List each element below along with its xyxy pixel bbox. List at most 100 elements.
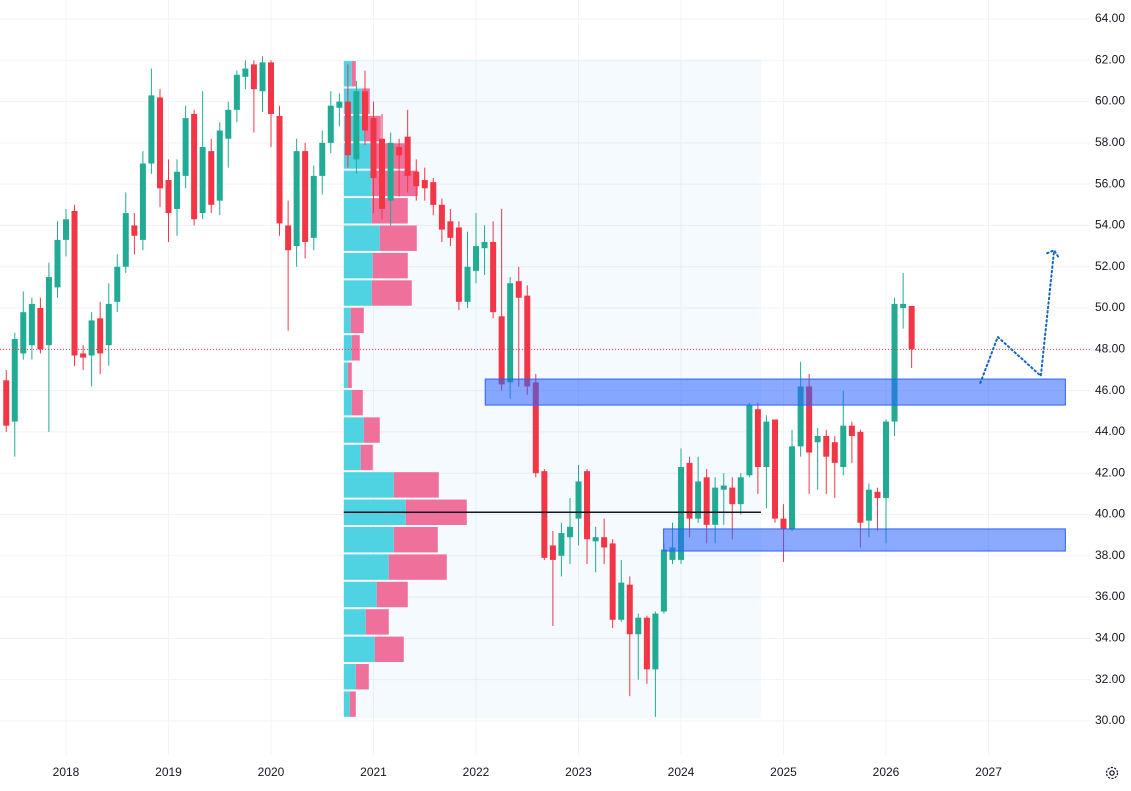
x-tick-label: 2027 [975, 765, 1002, 779]
candle-body [831, 442, 838, 463]
candle-body [695, 481, 702, 519]
candle-body [430, 182, 437, 205]
candle-body [524, 295, 531, 387]
settings-icon[interactable] [1105, 766, 1119, 780]
candle [3, 369, 10, 432]
candle [97, 301, 104, 375]
y-tick-label: 60.00 [1095, 94, 1125, 108]
candle-body [686, 462, 693, 519]
candle-body [660, 549, 667, 612]
profile-up [343, 389, 352, 416]
candle-body [891, 303, 898, 422]
candle [114, 254, 121, 313]
candle-body [584, 471, 591, 540]
candle [131, 213, 138, 255]
candle-body [532, 382, 539, 474]
candle-body [592, 537, 599, 542]
candle [165, 159, 172, 242]
candle [63, 208, 70, 257]
candle-body [182, 118, 189, 176]
candle [481, 225, 488, 275]
profile-up [343, 198, 372, 224]
candle-body [806, 386, 813, 453]
candle [233, 70, 240, 123]
candle-body [763, 421, 770, 467]
candle [848, 421, 855, 463]
candle-body [883, 421, 890, 498]
candle-body [678, 466, 685, 560]
candle-body [567, 526, 574, 538]
profile-up [343, 472, 394, 498]
candle [584, 469, 591, 565]
candle-body [268, 62, 275, 114]
candle-body [473, 246, 480, 271]
candle-body [370, 118, 377, 178]
candle [652, 611, 659, 717]
candle [660, 543, 667, 614]
profile-down [365, 609, 389, 635]
profile-down [388, 554, 447, 580]
candle [293, 138, 300, 267]
candle [404, 109, 411, 193]
profile-up [343, 170, 372, 197]
profile-down [371, 198, 408, 224]
candle [814, 427, 821, 490]
candle-body [789, 446, 796, 529]
candle-body [772, 419, 779, 519]
candle-body [174, 171, 181, 209]
candle [20, 291, 27, 360]
profile-down [393, 472, 439, 498]
y-tick-label: 54.00 [1095, 218, 1125, 232]
x-tick-label: 2024 [668, 765, 695, 779]
profile-up [343, 664, 356, 690]
candle [302, 142, 309, 259]
profile-up [343, 335, 352, 361]
candle [199, 91, 206, 220]
candle-body [669, 547, 676, 560]
profile-down [351, 335, 360, 361]
candle [874, 487, 881, 531]
candle [105, 283, 112, 366]
profile-up [343, 280, 372, 306]
candle [45, 262, 52, 432]
candle [797, 361, 804, 457]
candle-body [507, 283, 514, 383]
candle-body [746, 405, 753, 476]
candle [515, 266, 522, 387]
candle-body [11, 338, 18, 422]
y-tick-label: 56.00 [1095, 176, 1125, 190]
y-tick-label: 40.00 [1095, 507, 1125, 521]
candle-body [857, 431, 864, 523]
profile-down [374, 636, 404, 663]
candle-body [208, 151, 215, 205]
profile-down [350, 307, 364, 334]
candle [592, 526, 599, 573]
candle [250, 60, 257, 133]
candle [558, 522, 565, 577]
candle [139, 151, 146, 251]
profile-up [343, 225, 380, 251]
candle-body [797, 386, 804, 447]
candle-body [71, 210, 78, 356]
candle [11, 332, 18, 457]
candle [225, 101, 232, 168]
profile-down [349, 691, 356, 717]
candle-body [498, 316, 505, 385]
candle-body [310, 175, 317, 238]
candle-body [80, 353, 87, 358]
y-tick-label: 34.00 [1095, 631, 1125, 645]
candle-body [737, 477, 744, 505]
y-tick-label: 64.00 [1095, 11, 1125, 25]
gear-outer [1105, 766, 1119, 780]
candle [88, 312, 95, 387]
candle [413, 159, 420, 201]
candle-body [88, 320, 95, 356]
candle [883, 419, 890, 544]
candle [447, 208, 454, 247]
candle-body [900, 303, 907, 309]
candle [37, 297, 44, 354]
candle [746, 402, 753, 478]
candle [601, 518, 608, 565]
profile-down [379, 225, 417, 251]
candle-body [233, 74, 240, 110]
